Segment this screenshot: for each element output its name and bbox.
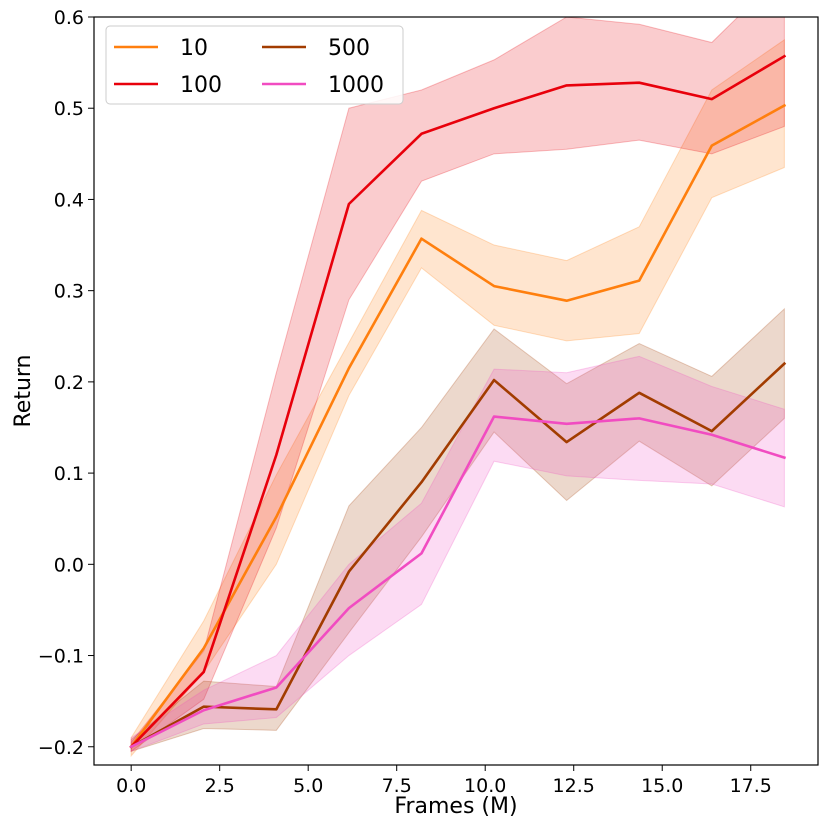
- x-axis-label: Frames (M): [394, 794, 517, 819]
- x-tick-label: 17.5: [730, 775, 772, 797]
- y-tick-label: 0.1: [54, 463, 84, 485]
- plot-frame: [93, 16, 819, 766]
- legend-label-100: 100: [180, 73, 222, 98]
- y-tick-label: 0.2: [54, 372, 84, 394]
- x-axis-ticks: 0.0 2.5 5.0 7.5 10.0 12.5 15.0 17.5: [116, 765, 772, 797]
- band-series-1000: [130, 355, 785, 753]
- line-series-100: [129, 54, 787, 749]
- x-tick-label: 15.0: [641, 775, 683, 797]
- y-axis-label: Return: [11, 354, 36, 427]
- y-axis-ticks: −0.2 −0.1 0.0 0.1 0.2 0.3 0.4 0.5 0.6: [38, 7, 94, 759]
- y-tick-label: 0.0: [54, 554, 84, 576]
- x-tick-label: 10.0: [464, 775, 506, 797]
- legend-label-500: 500: [328, 36, 370, 61]
- legend-label-10: 10: [180, 36, 208, 61]
- x-tick-label: 7.5: [382, 775, 412, 797]
- y-tick-label: 0.6: [54, 7, 84, 29]
- line-series-1000: [129, 415, 786, 749]
- x-tick-label: 5.0: [293, 775, 323, 797]
- legend: 10 100 500 1000: [105, 25, 404, 105]
- band-series-10: [130, 38, 785, 758]
- x-tick-label: 12.5: [553, 775, 595, 797]
- y-tick-label: −0.2: [38, 737, 84, 759]
- legend-label-1000: 1000: [328, 73, 384, 98]
- y-tick-label: −0.1: [38, 646, 84, 668]
- y-tick-label: 0.3: [54, 281, 84, 303]
- y-tick-label: 0.5: [54, 98, 84, 120]
- line-series-10: [129, 103, 787, 749]
- series-lines: [129, 54, 787, 749]
- x-tick-label: 2.5: [205, 775, 235, 797]
- legend-box: [105, 25, 404, 105]
- y-tick-label: 0.4: [54, 189, 84, 211]
- confidence-bands: [130, 17, 785, 758]
- line-series-500: [129, 361, 787, 749]
- x-tick-label: 0.0: [116, 775, 146, 797]
